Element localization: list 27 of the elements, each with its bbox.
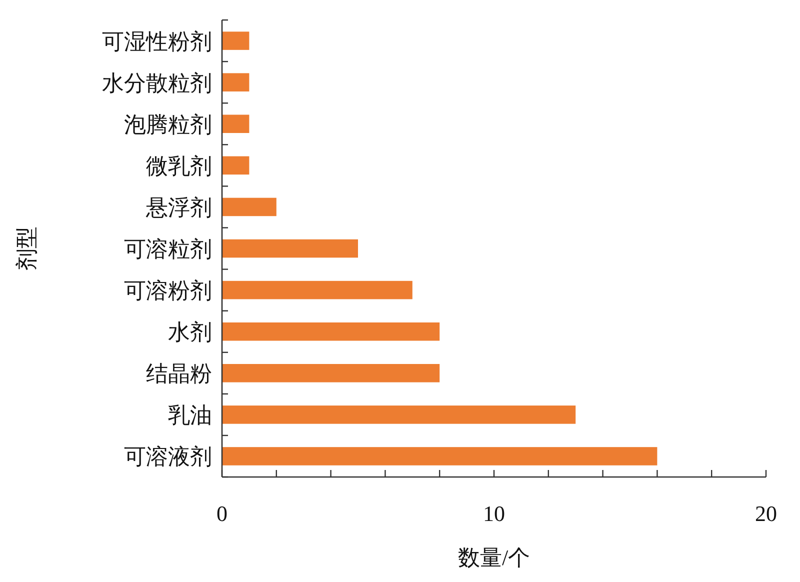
y-tick-label: 可湿性粉剂 [102,28,212,54]
x-tick-label: 0 [216,501,228,526]
bar [222,198,276,216]
bar [222,239,358,258]
bar [222,73,250,92]
y-tick-label: 水剂 [168,320,212,345]
y-tick-label: 可溶液剂 [124,444,212,470]
y-tick-label: 乳油 [168,402,212,428]
bar [222,322,440,341]
bar [222,447,658,466]
bar [222,114,250,134]
y-tick-label: 微乳剂 [146,153,212,178]
y-tick-label: 泡腾粒剂 [124,112,212,137]
bar [222,156,250,175]
y-tick-label: 悬浮剂 [145,194,212,220]
y-tick-label: 水分散粒剂 [102,70,212,96]
y-tick-label: 结晶粉 [146,361,212,386]
x-tick-label: 10 [483,501,505,526]
bar [222,364,440,382]
x-tick-label: 20 [755,501,777,526]
x-axis-title: 数量/个 [458,545,530,570]
bar [222,406,576,424]
y-tick-label: 可溶粉剂 [124,278,212,304]
bar [222,280,412,300]
bar [222,32,250,50]
y-axis-title: 剂型 [14,226,39,270]
y-tick-label: 可溶粒剂 [124,236,212,262]
